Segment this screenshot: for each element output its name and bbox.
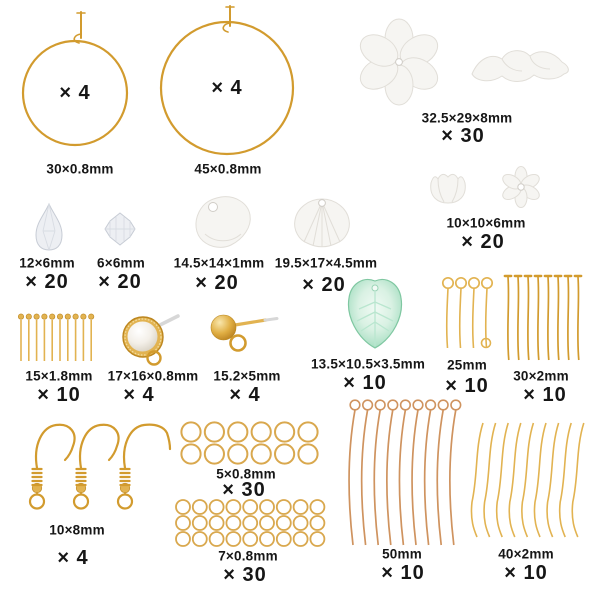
eye-pins-50mm-qty-label: × 10 (381, 562, 425, 584)
glass-leaf-size-label: 13.5×10.5×3.5mm (310, 356, 426, 372)
jump-rings-5mm-qty-label: × 30 (222, 479, 266, 501)
teardrop-size-label: 12×6mm (19, 255, 75, 271)
curved-pins-40mm-qty-label: × 10 (504, 562, 548, 584)
ball-head-pins-size-label: 15×1.8mm (25, 368, 93, 384)
head-pins-30mm-size-label: 30×2mm (513, 368, 569, 384)
petal-qty-label: × 20 (195, 272, 239, 294)
ball-stud-size-label: 15.2×5mm (213, 368, 281, 384)
curved-pins-40mm-size-label: 40×2mm (498, 546, 554, 562)
glass-leaf-graphic (347, 278, 403, 349)
hoop-30mm-qty-label: × 4 (59, 82, 91, 104)
head-pins-30mm-graphic (503, 274, 583, 362)
cap-10mm-size-label: 10×10×6mm (446, 215, 526, 231)
glass-leaf-qty-label: × 10 (343, 372, 387, 394)
jump-rings-7mm-graphic (175, 499, 326, 547)
shell-petal-size-label: 19.5×17×4.5mm (274, 255, 378, 271)
eye-pins-25mm-graphic (441, 276, 494, 349)
ear-hooks-qty-label: × 4 (57, 547, 89, 569)
flower-32mm-size-label: 32.5×29×8mm (421, 110, 513, 126)
frosted-flower-front-graphic (359, 18, 439, 106)
ear-hooks-graphic (28, 423, 172, 510)
tulip-bead-cap-graphic (430, 173, 466, 204)
eye-pins-50mm-size-label: 50mm (382, 546, 422, 562)
hoop-45mm-qty-label: × 4 (211, 77, 243, 99)
eye-pins-25mm-size-label: 25mm (447, 357, 487, 373)
jump-rings-5mm-size-label: 5×0.8mm (216, 466, 276, 482)
teardrop-qty-label: × 20 (25, 271, 69, 293)
hoop-30mm-size-label: 30×0.8mm (46, 161, 114, 177)
frosted-flower-side-graphic (471, 50, 569, 82)
shell-petal-graphic (294, 198, 350, 248)
flower-32mm-qty-label: × 30 (441, 125, 485, 147)
curved-pins-40mm-graphic (470, 422, 585, 538)
hoop-45mm-size-label: 45×0.8mm (194, 161, 262, 177)
ball-stud-graphic (210, 314, 279, 352)
cap-10mm-qty-label: × 20 (461, 231, 505, 253)
hoop-45mm-graphic (159, 5, 295, 156)
pearl-stud-qty-label: × 4 (123, 384, 155, 406)
shell-petal-qty-label: × 20 (302, 274, 346, 296)
ball-head-pins-graphic (17, 313, 95, 362)
star-bead-cap-graphic (502, 166, 540, 208)
ear-hooks-size-label: 10×8mm (49, 522, 105, 538)
pearl-stud-graphic (122, 314, 180, 366)
ball-head-pins-qty-label: × 10 (37, 384, 81, 406)
hoop-30mm-graphic (21, 11, 129, 147)
ball-stud-qty-label: × 4 (229, 384, 261, 406)
jump-rings-7mm-qty-label: × 30 (223, 564, 267, 586)
petal-bead-graphic (195, 196, 251, 248)
jump-rings-7mm-size-label: 7×0.8mm (218, 548, 278, 564)
jump-rings-5mm-graphic (180, 421, 319, 465)
pearl-stud-size-label: 17×16×0.8mm (107, 368, 199, 384)
teardrop-bead-graphic (35, 202, 63, 251)
bicone-bead-graphic (104, 212, 136, 246)
bicone-qty-label: × 20 (98, 271, 142, 293)
eye-pins-50mm-graphic (348, 399, 462, 546)
head-pins-30mm-qty-label: × 10 (523, 384, 567, 406)
bicone-size-label: 6×6mm (97, 255, 145, 271)
eye-pins-25mm-qty-label: × 10 (445, 375, 489, 397)
petal-size-label: 14.5×14×1mm (173, 255, 265, 271)
